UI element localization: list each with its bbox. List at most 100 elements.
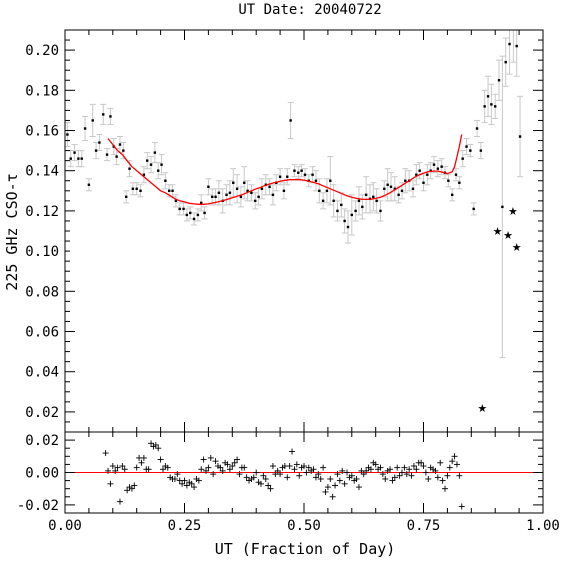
data-point xyxy=(354,209,357,213)
residual-point xyxy=(226,466,233,473)
data-point xyxy=(361,205,364,209)
data-point xyxy=(105,153,109,156)
residual-point xyxy=(119,463,126,470)
residual-point xyxy=(116,498,123,505)
data-point xyxy=(157,169,160,172)
data-point xyxy=(472,207,475,211)
y-axis-label: 225 GHz CSO-τ xyxy=(3,173,21,290)
data-point xyxy=(483,105,486,108)
residual-point xyxy=(224,461,231,468)
data-point xyxy=(508,42,511,46)
data-point xyxy=(389,185,393,188)
data-point xyxy=(185,213,189,217)
data-point xyxy=(461,157,464,160)
y-tick-label: 0.16 xyxy=(25,124,59,140)
data-point xyxy=(171,189,174,192)
residual-point xyxy=(432,467,439,474)
data-point xyxy=(372,195,375,199)
data-point xyxy=(411,187,415,190)
residual-point xyxy=(210,471,217,478)
residual-point xyxy=(334,471,341,478)
residual-point xyxy=(418,459,425,466)
residual-point xyxy=(363,467,370,474)
data-point xyxy=(122,149,125,152)
data-point xyxy=(77,157,80,160)
data-point xyxy=(436,167,440,170)
data-point xyxy=(131,187,135,190)
data-point xyxy=(250,191,253,195)
data-point xyxy=(426,173,429,176)
data-point xyxy=(203,211,206,215)
data-point xyxy=(178,207,181,211)
x-tick-label: 1.00 xyxy=(526,518,560,534)
residual-point xyxy=(277,471,284,478)
residual-point xyxy=(453,461,460,468)
data-point xyxy=(518,135,522,138)
residual-point xyxy=(152,441,159,448)
residual-point xyxy=(102,450,109,457)
error-bar xyxy=(506,29,513,75)
error-bar xyxy=(510,29,517,63)
residual-point xyxy=(200,456,207,463)
residual-point xyxy=(257,480,264,487)
data-point xyxy=(160,163,163,166)
data-point xyxy=(504,60,507,64)
data-point xyxy=(164,179,167,182)
residual-point xyxy=(458,503,465,510)
residual-point xyxy=(389,477,396,484)
residual-point xyxy=(391,474,398,481)
residual-point xyxy=(231,459,238,466)
residual-point xyxy=(112,467,119,474)
data-point xyxy=(102,113,105,116)
data-point xyxy=(490,103,493,106)
data-point xyxy=(228,191,232,195)
data-point xyxy=(282,189,286,192)
residual-point xyxy=(324,484,331,491)
x-axis-label: UT (Fraction of Day) xyxy=(215,540,396,558)
x-tick-label: 0.25 xyxy=(168,518,202,534)
data-point xyxy=(297,171,300,174)
star-point: ★ xyxy=(508,205,518,218)
star-point: ★ xyxy=(493,225,503,238)
x-tick-label: 0.50 xyxy=(287,518,321,534)
y-tick-label: 0.20 xyxy=(25,43,59,59)
residual-point xyxy=(289,448,296,455)
residual-point xyxy=(456,472,463,479)
data-point xyxy=(404,179,407,182)
y-tick-label: 0.12 xyxy=(25,204,59,220)
star-point: ★ xyxy=(503,229,513,242)
residual-point xyxy=(191,484,198,491)
residual-point xyxy=(114,464,121,471)
residual-point xyxy=(315,471,322,478)
residual-point xyxy=(219,467,226,474)
y-tick-label: 0.02 xyxy=(25,433,59,449)
data-point xyxy=(475,127,479,130)
data-point xyxy=(325,189,329,192)
residual-point xyxy=(377,464,384,471)
residual-point xyxy=(243,474,250,481)
residual-point xyxy=(293,461,300,468)
data-point xyxy=(192,217,196,221)
fit-curve xyxy=(107,134,463,205)
data-point xyxy=(189,211,192,215)
residual-point xyxy=(138,459,145,466)
data-point xyxy=(422,181,425,184)
residual-point xyxy=(250,474,257,481)
data-point xyxy=(336,209,339,213)
residual-point xyxy=(284,474,291,481)
chart-title: UT Date: 20040722 xyxy=(238,2,381,18)
residual-point xyxy=(425,475,432,482)
data-point xyxy=(318,189,321,192)
residual-point xyxy=(296,472,303,479)
residual-point xyxy=(355,484,362,491)
star-point: ★ xyxy=(512,241,522,254)
data-point xyxy=(142,173,146,176)
data-point xyxy=(153,151,157,154)
data-point xyxy=(469,149,472,152)
residual-point xyxy=(360,471,367,478)
residual-point xyxy=(195,477,202,484)
data-point xyxy=(286,175,289,178)
data-point xyxy=(168,189,171,192)
data-point xyxy=(73,151,76,154)
data-point xyxy=(246,189,249,192)
